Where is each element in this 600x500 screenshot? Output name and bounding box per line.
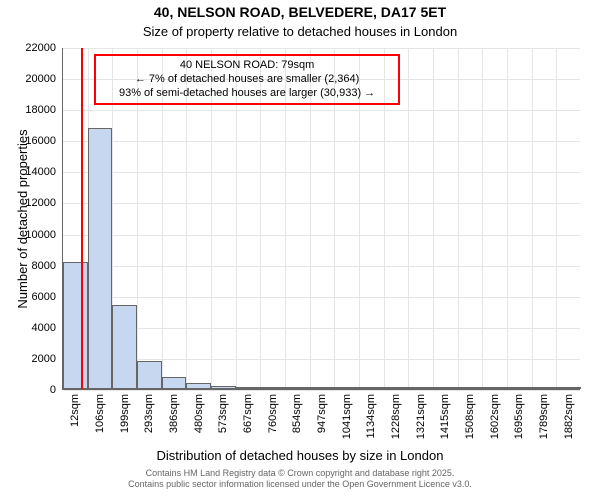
x-tick-label: 293sqm [143, 394, 155, 433]
y-tick-label: 10000 [6, 229, 56, 241]
annotation-line: 93% of semi-detached houses are larger (… [102, 87, 392, 101]
gridline-vertical [556, 48, 557, 389]
gridline-horizontal [63, 328, 580, 329]
histogram-bar [532, 387, 557, 389]
gridline-horizontal [63, 266, 580, 267]
y-tick-label: 8000 [6, 260, 56, 272]
chart-title: 40, NELSON ROAD, BELVEDERE, DA17 5ET [0, 4, 600, 20]
y-tick-label: 18000 [6, 104, 56, 116]
histogram-bar [408, 387, 433, 389]
histogram-bar [211, 386, 236, 389]
attribution-line: Contains HM Land Registry data © Crown c… [0, 468, 600, 479]
x-tick-label: 106sqm [94, 394, 106, 433]
attribution-line: Contains public sector information licen… [0, 479, 600, 490]
histogram-bar [334, 387, 359, 389]
gridline-horizontal [63, 297, 580, 298]
x-tick-label: 760sqm [267, 394, 279, 433]
x-tick-label: 1415sqm [439, 394, 451, 439]
y-tick-label: 20000 [6, 73, 56, 85]
gridline-vertical [507, 48, 508, 389]
x-tick-label: 1508sqm [464, 394, 476, 439]
x-axis-label: Distribution of detached houses by size … [0, 448, 600, 463]
histogram-bar [482, 387, 507, 389]
histogram-bar [285, 387, 310, 389]
annotation-box: 40 NELSON ROAD: 79sqm← 7% of detached ho… [94, 54, 400, 105]
x-tick-label: 1134sqm [365, 394, 377, 438]
gridline-vertical [408, 48, 409, 389]
annotation-line: ← 7% of detached houses are smaller (2,3… [102, 73, 392, 87]
x-tick-label: 573sqm [217, 394, 229, 433]
gridline-vertical [482, 48, 483, 389]
histogram-bar [137, 361, 162, 389]
y-tick-label: 12000 [6, 197, 56, 209]
gridline-horizontal [63, 110, 580, 111]
x-tick-label: 1228sqm [390, 394, 402, 439]
x-tick-label: 1602sqm [489, 394, 501, 439]
y-tick-label: 4000 [6, 322, 56, 334]
y-tick-label: 22000 [6, 42, 56, 54]
gridline-horizontal [63, 235, 580, 236]
marker-line [81, 48, 83, 389]
annotation-line: 40 NELSON ROAD: 79sqm [102, 59, 392, 73]
histogram-bar [186, 383, 211, 389]
plot-area: 40 NELSON ROAD: 79sqm← 7% of detached ho… [62, 48, 580, 390]
histogram-chart: 40, NELSON ROAD, BELVEDERE, DA17 5ET Siz… [0, 0, 600, 500]
y-tick-label: 16000 [6, 135, 56, 147]
y-axis-label: Number of detached properties [15, 109, 30, 329]
gridline-horizontal [63, 390, 580, 391]
histogram-bar [63, 262, 88, 389]
x-tick-label: 667sqm [242, 394, 254, 433]
attribution-text: Contains HM Land Registry data © Crown c… [0, 468, 600, 491]
histogram-bar [433, 387, 458, 389]
x-tick-label: 1882sqm [563, 394, 575, 439]
histogram-bar [384, 387, 409, 389]
histogram-bar [556, 387, 581, 389]
gridline-vertical [458, 48, 459, 389]
y-tick-label: 0 [6, 384, 56, 396]
x-tick-label: 12sqm [69, 394, 81, 427]
histogram-bar [260, 387, 285, 389]
x-tick-label: 480sqm [193, 394, 205, 433]
histogram-bar [359, 387, 384, 389]
x-tick-label: 199sqm [119, 394, 131, 433]
gridline-horizontal [63, 203, 580, 204]
gridline-horizontal [63, 359, 580, 360]
histogram-bar [112, 305, 137, 389]
histogram-bar [310, 387, 335, 389]
histogram-bar [236, 387, 261, 389]
x-tick-label: 1695sqm [513, 394, 525, 439]
x-tick-label: 386sqm [168, 394, 180, 433]
y-tick-label: 14000 [6, 166, 56, 178]
x-tick-label: 1041sqm [341, 394, 353, 439]
chart-subtitle: Size of property relative to detached ho… [0, 24, 600, 39]
histogram-bar [88, 128, 113, 389]
x-tick-label: 947sqm [316, 394, 328, 433]
x-tick-label: 1789sqm [538, 394, 550, 439]
gridline-vertical [532, 48, 533, 389]
gridline-horizontal [63, 141, 580, 142]
gridline-horizontal [63, 172, 580, 173]
gridline-vertical [433, 48, 434, 389]
y-tick-label: 2000 [6, 353, 56, 365]
histogram-bar [458, 387, 483, 389]
x-tick-label: 1321sqm [415, 394, 427, 439]
gridline-horizontal [63, 48, 580, 49]
histogram-bar [507, 387, 532, 389]
histogram-bar [162, 377, 187, 389]
y-tick-label: 6000 [6, 291, 56, 303]
x-tick-label: 854sqm [291, 394, 303, 433]
